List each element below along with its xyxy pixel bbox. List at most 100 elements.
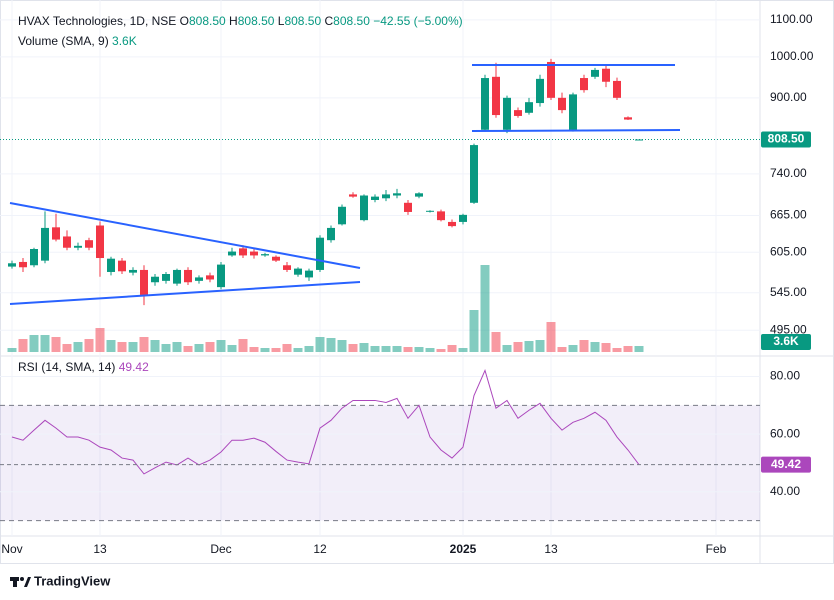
volume-bar xyxy=(18,339,28,352)
volume-bar xyxy=(535,340,545,352)
candle-body xyxy=(74,245,82,248)
candle-body xyxy=(492,76,500,116)
volume-bar xyxy=(491,332,501,352)
candle-body xyxy=(382,194,390,199)
candle-body xyxy=(239,248,247,256)
volume-bar xyxy=(304,346,314,352)
volume-bar xyxy=(337,340,347,352)
volume-bar xyxy=(502,345,512,352)
ohlc-key: C xyxy=(324,14,334,28)
volume-bar xyxy=(590,342,600,352)
volume-bar xyxy=(271,348,281,352)
tradingview-logo xyxy=(10,577,31,587)
candle-body xyxy=(316,237,324,270)
candle-body xyxy=(272,256,280,261)
candle-body xyxy=(30,249,38,266)
volume-bar xyxy=(40,335,50,352)
x-tick-label: 13 xyxy=(93,542,107,556)
volume-bar xyxy=(403,347,413,352)
ohlc-key: L xyxy=(277,14,285,28)
x-tick-label: Nov xyxy=(1,542,22,556)
volume-bar xyxy=(238,339,248,352)
volume-bar xyxy=(359,343,369,352)
candle-body xyxy=(338,206,346,225)
volume-bar xyxy=(227,345,237,352)
volume-bar xyxy=(95,328,105,352)
volume-bar xyxy=(436,349,446,352)
volume-bar xyxy=(139,337,149,352)
volume-bar xyxy=(513,342,523,352)
y-tick-label: 900.00 xyxy=(770,90,807,104)
candle-body xyxy=(371,196,379,200)
volume-bar xyxy=(546,322,556,352)
drawings xyxy=(9,64,681,305)
candle-body xyxy=(294,268,302,275)
candle-body xyxy=(217,264,225,288)
candle-body xyxy=(305,270,313,278)
volume-bar xyxy=(425,348,435,352)
volume-bar xyxy=(392,346,402,352)
volume-bar xyxy=(194,344,204,352)
volume-bar xyxy=(7,348,17,352)
volume-bar xyxy=(370,346,380,352)
y-tick-label: 80.00 xyxy=(770,369,800,383)
volume-bar xyxy=(469,310,479,352)
volume-bar xyxy=(568,345,578,352)
ohlc-values: O808.50 H808.50 L808.50 C808.50 xyxy=(180,14,374,28)
rsi-legend: RSI (14, SMA, 14) 49.42 xyxy=(18,360,149,374)
volume-bar xyxy=(205,342,215,352)
candle-body xyxy=(426,210,434,212)
candle-body xyxy=(580,78,588,91)
candle-body xyxy=(173,269,181,284)
ohlc-key: H xyxy=(229,14,238,28)
y-tick-label: 545.00 xyxy=(770,285,807,299)
candle-body xyxy=(8,263,16,267)
volume-bar xyxy=(172,342,182,352)
candle-body xyxy=(283,265,291,270)
y-tick-label: 1100.00 xyxy=(770,12,813,26)
volume-bar xyxy=(634,346,644,352)
candle-body xyxy=(261,254,269,256)
candle-body xyxy=(52,227,60,240)
candle-body xyxy=(404,202,412,212)
symbol-legend: HVAX Technologies, 1D, NSE O808.50 H808.… xyxy=(18,14,463,28)
candle-body xyxy=(481,78,489,130)
volume-label-box xyxy=(761,334,811,350)
volume-bar xyxy=(623,346,633,352)
x-tick-label: Dec xyxy=(210,542,231,556)
y-tick-label: 665.00 xyxy=(770,208,807,222)
candle-body xyxy=(206,275,214,280)
candle-body xyxy=(525,102,533,113)
candle-body xyxy=(470,145,478,203)
rsi-title: RSI (14, SMA, 14) xyxy=(18,360,116,374)
volume-bar xyxy=(293,348,303,352)
candle-body xyxy=(459,214,467,222)
ohlc-value: 808.50 xyxy=(333,14,370,28)
candle-body xyxy=(19,261,27,268)
symbol-name: HVAX Technologies, 1D, NSE xyxy=(18,14,177,28)
volume-bar xyxy=(150,340,160,352)
trend-line xyxy=(9,281,361,305)
candle-body xyxy=(118,260,126,272)
volume-bar xyxy=(381,346,391,352)
candle-body xyxy=(393,193,401,196)
rsi-value-label: 49.42 xyxy=(771,457,801,471)
y-tick-label: 1000.00 xyxy=(770,49,814,63)
volume-label: 3.6K xyxy=(773,334,799,348)
rsi-band-fill xyxy=(0,405,760,521)
volume-bar xyxy=(106,340,116,352)
ohlc-key: O xyxy=(179,14,189,28)
y-tick-label: 740.00 xyxy=(770,166,807,180)
x-tick-label: Feb xyxy=(706,542,727,556)
candle-body xyxy=(63,236,71,248)
candle-body xyxy=(195,277,203,281)
volume-bar xyxy=(51,337,61,352)
candle-body xyxy=(448,221,456,227)
last-price-label: 808.50 xyxy=(768,132,805,146)
volume-bar xyxy=(161,344,171,352)
candle-body xyxy=(162,274,170,281)
volume-bar xyxy=(557,347,567,352)
candle-body xyxy=(591,69,599,77)
trend-line xyxy=(471,129,681,132)
